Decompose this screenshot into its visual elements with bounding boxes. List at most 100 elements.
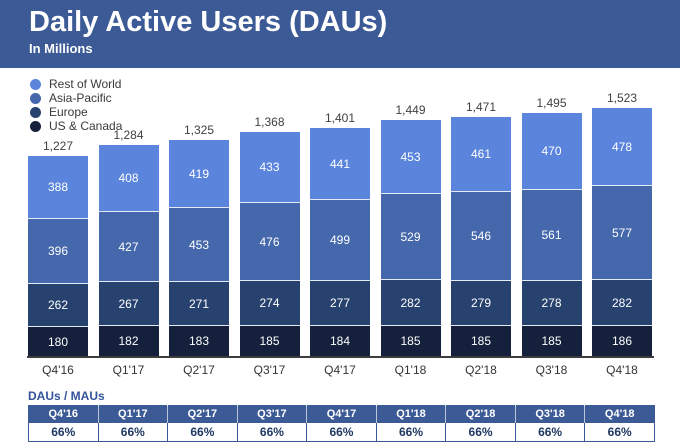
legend-item-label: US & Canada bbox=[49, 119, 123, 133]
table-header-cell: Q2'17 bbox=[167, 405, 238, 423]
bar-segment: 396 bbox=[28, 219, 88, 284]
bar-total-label: 1,227 bbox=[42, 139, 74, 153]
legend-item: Rest of World bbox=[30, 77, 122, 91]
table-header-cell: Q3'18 bbox=[515, 405, 586, 423]
x-axis-label: Q4'17 bbox=[324, 363, 356, 377]
x-axis-label: Q4'18 bbox=[606, 363, 638, 377]
table-value-cell: 66% bbox=[97, 422, 169, 442]
bar-column: 1,449 453 529 282 185 bbox=[380, 103, 441, 356]
bar-segment: 278 bbox=[521, 281, 582, 326]
table-value-cell: 66% bbox=[306, 422, 377, 442]
table-header-cell: Q1'17 bbox=[98, 405, 169, 423]
bar-segment: 561 bbox=[521, 190, 582, 281]
page-title: Daily Active Users (DAUs) bbox=[29, 6, 388, 38]
legend-color-dot bbox=[30, 92, 41, 104]
bar-column: 1,284 408 427 267 182 bbox=[98, 128, 159, 356]
bar-segment: 427 bbox=[98, 212, 159, 282]
bar-segment: 433 bbox=[239, 132, 300, 203]
x-axis-label: Q4'16 bbox=[42, 363, 74, 377]
bar-segment: 279 bbox=[451, 281, 511, 326]
bar-stack: 433 476 274 185 bbox=[239, 132, 300, 356]
bar-column: 1,471 461 546 279 185 bbox=[451, 100, 511, 356]
bar-segment: 476 bbox=[239, 203, 300, 281]
bar-segment: 499 bbox=[310, 200, 370, 281]
bar-segment: 186 bbox=[592, 326, 652, 356]
bar-segment: 185 bbox=[451, 326, 511, 356]
x-axis-line bbox=[27, 356, 654, 358]
bar-total-label: 1,523 bbox=[606, 91, 638, 105]
bar-segment: 180 bbox=[28, 327, 88, 356]
bar-stack: 461 546 279 185 bbox=[451, 117, 511, 356]
legend-item-label: Europe bbox=[49, 105, 88, 119]
page-subtitle: In Millions bbox=[29, 40, 93, 56]
bar-segment: 185 bbox=[521, 326, 582, 356]
ratio-table-header-row: Q4'16 Q1'17 Q2'17 Q3'17 Q4'17 Q1'18 Q2'18 Q3'18… bbox=[28, 405, 655, 423]
bar-total-label: 1,471 bbox=[465, 100, 497, 114]
bar-stack: 408 427 267 182 bbox=[98, 145, 159, 356]
legend-item-label: Rest of World bbox=[49, 77, 122, 91]
bar-segment: 529 bbox=[380, 194, 441, 280]
ratio-table-value-row: 66% 66% 66% 66% 66% 66% 66% 66% 66% bbox=[28, 422, 655, 442]
bar-segment: 388 bbox=[28, 156, 88, 219]
bar-segment: 478 bbox=[592, 108, 652, 186]
ratio-section: DAUs / MAUs Q4'16 Q1'17 Q2'17 Q3'17 Q4'17 Q1'… bbox=[28, 389, 655, 442]
x-axis-label: Q1'17 bbox=[112, 363, 145, 377]
bar-column: 1,401 441 499 277 184 bbox=[310, 111, 370, 356]
bar-segment: 453 bbox=[169, 208, 229, 282]
table-value-cell: 66% bbox=[28, 422, 99, 442]
bar-stack: 453 529 282 185 bbox=[380, 120, 441, 356]
bar-segment: 184 bbox=[310, 326, 370, 356]
table-header-cell: Q3'17 bbox=[237, 405, 308, 423]
table-value-cell: 66% bbox=[236, 422, 308, 442]
bar-chart: 1,227 388 396 262 180 1,284 408 427 267 182 1,325 4… bbox=[28, 0, 652, 356]
bar-column: 1,325 419 453 271 183 bbox=[169, 123, 229, 356]
ratio-table-label: DAUs / MAUs bbox=[28, 389, 105, 403]
legend-item-label: Asia-Pacific bbox=[49, 91, 112, 105]
bar-segment: 419 bbox=[169, 140, 229, 208]
bar-segment: 277 bbox=[310, 281, 370, 326]
x-axis-label: Q2'18 bbox=[465, 363, 497, 377]
bar-stack: 419 453 271 183 bbox=[169, 140, 229, 356]
bar-segment: 577 bbox=[592, 186, 652, 280]
bar-segment: 461 bbox=[451, 117, 511, 192]
legend-color-dot bbox=[30, 120, 41, 132]
table-header-cell: Q4'18 bbox=[584, 405, 655, 423]
bar-column: 1,523 478 577 282 186 bbox=[592, 91, 652, 356]
bar-stack: 388 396 262 180 bbox=[28, 156, 88, 356]
legend-item: US & Canada bbox=[30, 119, 122, 133]
bar-column: 1,368 433 476 274 185 bbox=[239, 115, 300, 356]
bar-stack: 478 577 282 186 bbox=[592, 108, 652, 356]
bar-segment: 185 bbox=[239, 326, 300, 356]
legend-item: Asia-Pacific bbox=[30, 91, 122, 105]
bar-segment: 262 bbox=[28, 284, 88, 327]
bar-segment: 271 bbox=[169, 282, 229, 326]
table-header-cell: Q4'16 bbox=[28, 405, 99, 423]
bar-segment: 282 bbox=[380, 280, 441, 326]
bar-segment: 274 bbox=[239, 281, 300, 326]
x-axis-label: Q3'18 bbox=[535, 363, 568, 377]
x-axis-label: Q2'17 bbox=[183, 363, 215, 377]
bar-total-label: 1,449 bbox=[395, 103, 426, 117]
bar-segment: 267 bbox=[98, 282, 159, 326]
bar-segment: 182 bbox=[98, 326, 159, 356]
bar-column: 1,227 388 396 262 180 bbox=[28, 139, 88, 356]
chart-legend: Rest of World Asia-Pacific Europe US & Cana… bbox=[30, 77, 122, 133]
bar-total-label: 1,495 bbox=[536, 96, 567, 110]
ratio-table: Q4'16 Q1'17 Q2'17 Q3'17 Q4'17 Q1'18 Q2'18 Q3'18… bbox=[28, 405, 655, 442]
legend-color-dot bbox=[30, 78, 41, 90]
header-banner: Daily Active Users (DAUs) In Millions bbox=[0, 0, 680, 68]
bar-segment: 185 bbox=[380, 326, 441, 356]
table-header-cell: Q1'18 bbox=[376, 405, 447, 423]
bar-segment: 441 bbox=[310, 128, 370, 200]
bar-segment: 183 bbox=[169, 326, 229, 356]
bar-stack: 441 499 277 184 bbox=[310, 128, 370, 356]
table-value-cell: 66% bbox=[514, 422, 586, 442]
x-axis-label: Q1'18 bbox=[394, 363, 427, 377]
bar-total-label: 1,401 bbox=[324, 111, 356, 125]
bar-segment: 470 bbox=[521, 113, 582, 190]
bar-stack: 470 561 278 185 bbox=[521, 113, 582, 356]
table-value-cell: 66% bbox=[584, 422, 655, 442]
legend-item: Europe bbox=[30, 105, 122, 119]
bar-segment: 453 bbox=[380, 120, 441, 194]
